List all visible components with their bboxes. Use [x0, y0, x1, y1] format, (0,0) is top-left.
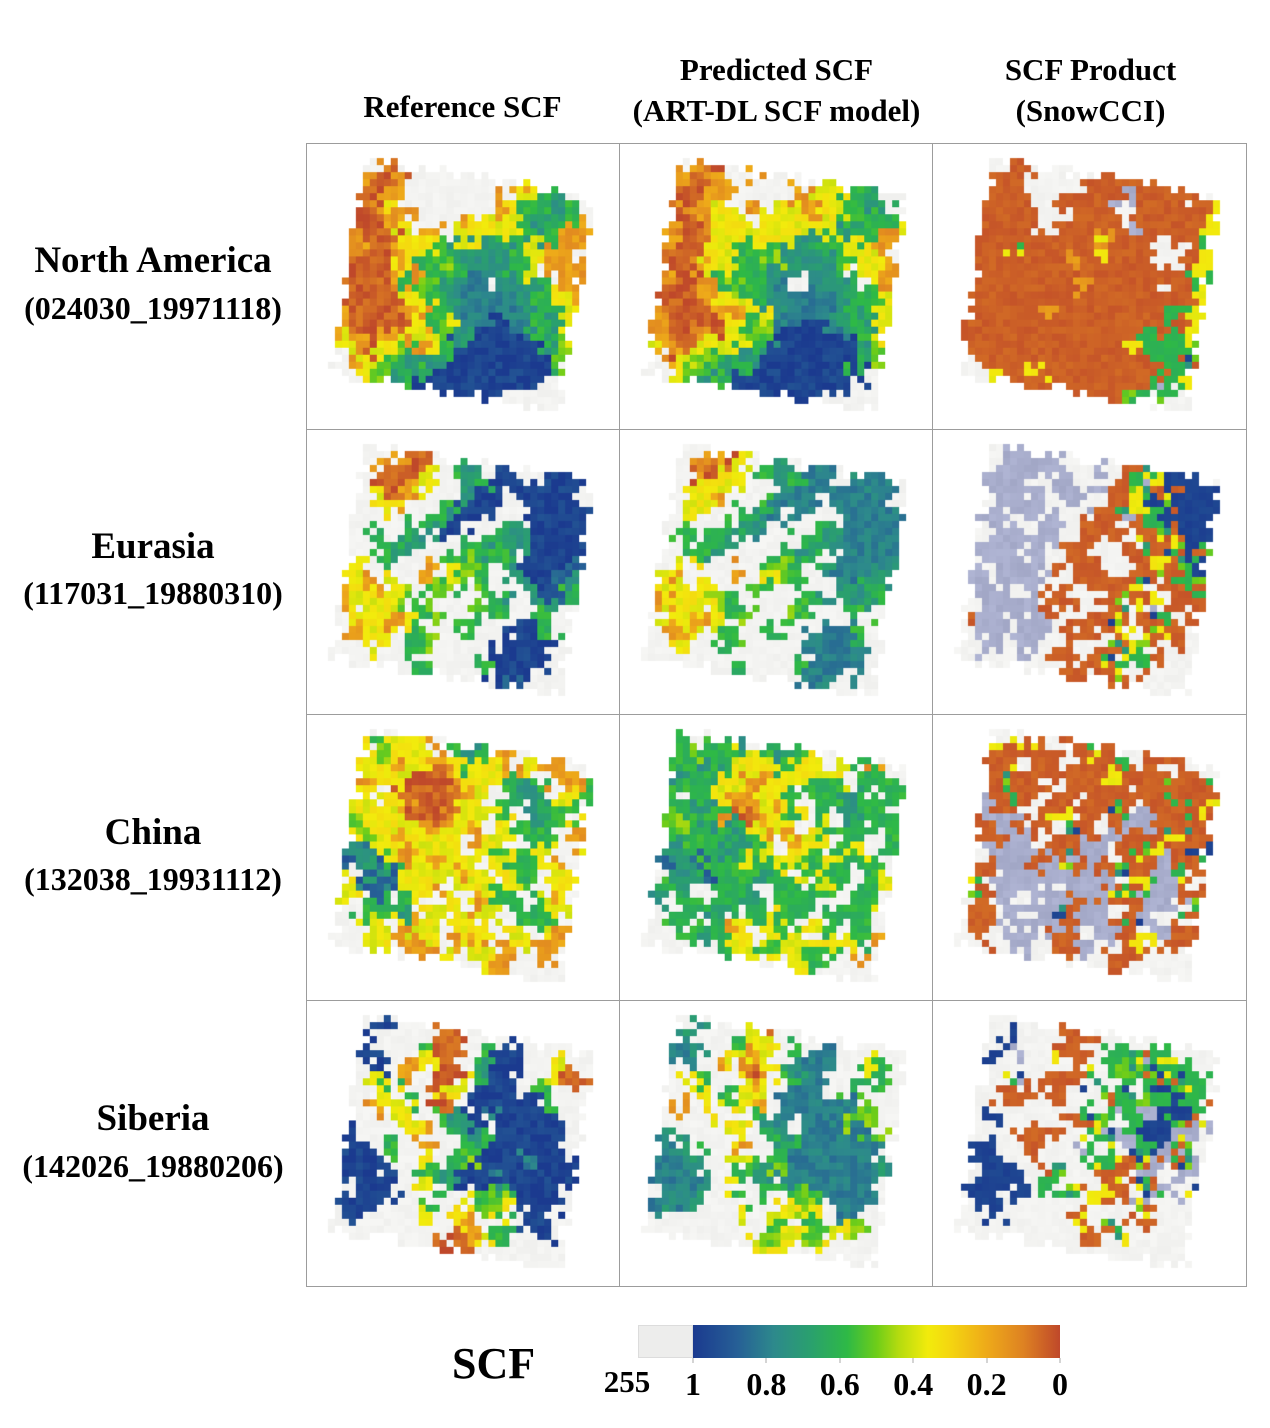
- column-header-line1: SCF Product: [1004, 52, 1177, 88]
- region-name: Eurasia: [91, 525, 215, 567]
- panel-cell: [620, 1000, 933, 1286]
- panel-cell: [933, 429, 1246, 715]
- tick-label: 0.6: [819, 1366, 860, 1402]
- column-header-line1: Reference SCF: [363, 89, 562, 125]
- tick-label: 0: [1052, 1366, 1068, 1402]
- colorbar-title: SCF: [452, 1339, 536, 1388]
- tick-label: 0.8: [746, 1366, 787, 1402]
- map-siberia-snowcci: [933, 1000, 1246, 1286]
- colorbar-tick-marks: [692, 1358, 1061, 1364]
- colorbar-gradient: [693, 1325, 1060, 1358]
- colorbar-nodata-swatch: [638, 1325, 693, 1358]
- column-header-line1: Predicted SCF: [679, 52, 874, 88]
- column-header-line2: (ART-DL SCF model): [632, 93, 921, 128]
- map-north-america-reference-scf: [307, 144, 619, 429]
- panel-cell: [307, 715, 620, 1001]
- region-name: North America: [34, 240, 272, 282]
- scene-id: (117031_19880310): [23, 575, 283, 612]
- panel-cell: [307, 144, 620, 430]
- map-siberia-predicted-scf: [620, 1000, 932, 1286]
- tick-label: 0.4: [893, 1366, 934, 1402]
- row-label-china: China (132038_19931112): [0, 714, 306, 1000]
- panel-cell: [933, 715, 1246, 1001]
- map-eurasia-predicted-scf: [620, 429, 932, 714]
- row-label-siberia: Siberia (142026_19880206): [0, 1000, 306, 1287]
- colorbar-nodata-label: 255: [603, 1364, 651, 1399]
- row-label-north-america: North America (024030_19971118): [0, 143, 306, 428]
- panel-cell: [307, 1000, 620, 1286]
- scene-id: (132038_19931112): [24, 861, 282, 898]
- panel-cell: [620, 715, 933, 1001]
- map-eurasia-snowcci: [933, 429, 1246, 714]
- map-north-america-snowcci: [933, 144, 1246, 429]
- column-header-line2: (SnowCCI): [1015, 93, 1166, 128]
- tick-label: 0.2: [966, 1366, 1007, 1402]
- region-name: China: [104, 811, 202, 853]
- panel-grid: [306, 143, 1247, 1287]
- column-header-scf-product: SCF Product (SnowCCI): [934, 42, 1247, 140]
- map-china-predicted-scf: [620, 715, 932, 1000]
- map-china-snowcci: [933, 715, 1246, 1000]
- column-header-reference-scf: Reference SCF: [306, 42, 619, 140]
- colorbar-tick-labels: 1 0.8 0.6 0.4 0.2 0: [685, 1366, 1068, 1406]
- panel-cell: [307, 429, 620, 715]
- region-name: Siberia: [96, 1098, 210, 1140]
- panel-cell: [933, 144, 1246, 430]
- scene-id: (024030_19971118): [24, 289, 282, 326]
- panel-cell: [620, 429, 933, 715]
- map-eurasia-reference-scf: [307, 429, 619, 714]
- row-label-eurasia: Eurasia (117031_19880310): [0, 428, 306, 714]
- map-siberia-reference-scf: [307, 1000, 619, 1286]
- map-china-reference-scf: [307, 715, 619, 1000]
- panel-cell: [620, 144, 933, 430]
- scene-id: (142026_19880206): [22, 1147, 284, 1184]
- tick-label: 1: [685, 1366, 701, 1402]
- panel-cell: [933, 1000, 1246, 1286]
- column-header-predicted-scf: Predicted SCF (ART-DL SCF model): [620, 42, 933, 140]
- map-north-america-predicted-scf: [620, 144, 932, 429]
